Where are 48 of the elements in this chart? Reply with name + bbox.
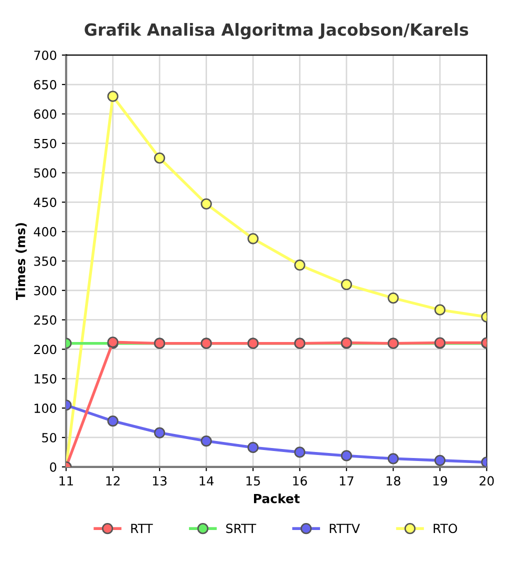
point [340,278,352,290]
x-tick-label: 11 [60,476,73,486]
point [247,233,259,244]
x-axis-title: Packet [254,494,300,504]
x-tick-label: 17 [340,476,354,486]
point [107,90,118,102]
chart-title: Grafik Analisa Algoritma Jacobson/Karels [84,22,468,40]
point [340,450,352,462]
point [154,427,166,438]
y-tick-label: 550 [34,138,56,148]
legend-label: RTO [434,524,458,534]
point [294,260,306,271]
y-tick-label: 350 [34,256,56,266]
x-tick-label: 15 [246,476,260,486]
point [154,152,166,164]
point [434,304,446,316]
y-tick-label: 300 [34,286,56,296]
y-tick-label: 650 [34,80,56,90]
x-tick-label: 14 [200,476,214,486]
legend-label: SRTT [226,524,256,534]
y-tick-label: 400 [34,227,56,237]
y-tick-label: 250 [34,315,56,325]
point [388,453,399,464]
point [247,442,259,454]
y-tick-label: 500 [34,168,56,178]
point [388,292,399,304]
x-tick-label: 18 [386,476,400,486]
point [434,454,446,466]
y-tick-label: 150 [34,374,56,384]
y-tick-label: 600 [34,109,56,119]
y-tick-label: 450 [34,198,56,208]
x-tick-label: 19 [433,476,448,486]
point [107,415,118,427]
y-tick-label: 700 [34,50,56,60]
point [200,435,212,447]
y-axis-title: Times (ms) [16,223,27,300]
point [294,446,306,458]
y-tick-label: 200 [34,344,56,354]
x-tick-label: 13 [153,476,167,486]
x-tick-label: 16 [293,476,307,486]
y-tick-label: 0 [50,462,56,472]
y-tick-label: 100 [34,404,56,413]
x-tick-label: 20 [480,476,494,486]
legend-label: RTT [131,524,153,533]
point [200,198,212,210]
y-tick-label: 50 [42,432,56,442]
x-tick-label: 12 [106,476,120,486]
legend-label: RTTV [330,524,360,533]
